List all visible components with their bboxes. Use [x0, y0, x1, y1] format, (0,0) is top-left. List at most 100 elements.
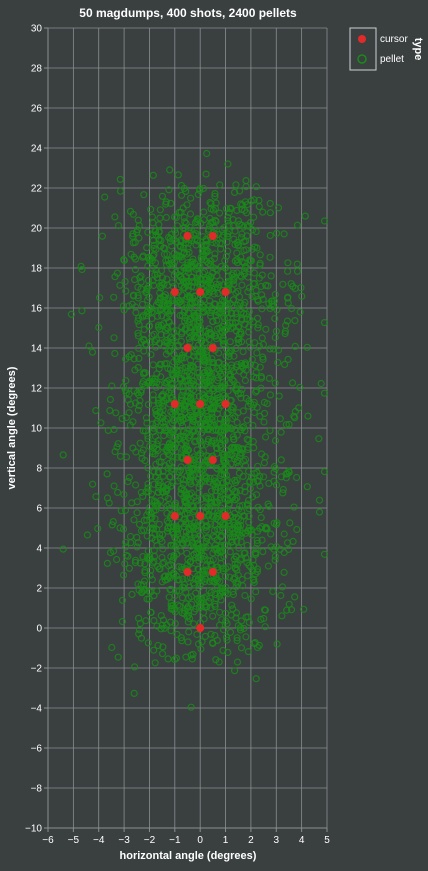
pellet-point — [203, 522, 211, 530]
pellet-point — [197, 645, 205, 653]
pellet-point — [214, 384, 222, 393]
pellet-point — [261, 623, 269, 631]
pellet-point — [225, 349, 233, 357]
pellet-point — [227, 204, 235, 213]
pellet-point — [293, 267, 302, 275]
pellet-point — [160, 280, 168, 288]
pellet-point — [205, 369, 214, 377]
pellet-point — [232, 344, 240, 352]
pellet-point — [184, 245, 192, 253]
pellet-point — [150, 646, 158, 654]
pellet-point — [133, 543, 141, 551]
pellet-point — [284, 294, 292, 302]
pellet-point — [220, 457, 228, 465]
pellet-point — [213, 316, 221, 324]
pellet-point — [142, 312, 150, 320]
pellet-point — [234, 505, 243, 514]
pellet-point — [265, 502, 273, 510]
pellet-point — [159, 643, 167, 651]
pellet-point — [247, 218, 255, 226]
pellet-point — [245, 518, 253, 526]
pellet-point — [182, 518, 190, 526]
x-tick-label: 1 — [223, 835, 229, 846]
pellet-point — [159, 545, 167, 553]
pellet-point — [180, 213, 188, 221]
pellet-point — [179, 575, 187, 583]
pellet-point — [243, 541, 251, 549]
y-tick-label: 10 — [31, 424, 43, 435]
pellet-point — [238, 445, 246, 453]
pellet-point — [228, 364, 236, 372]
pellet-point — [250, 444, 258, 452]
pellet-point — [234, 217, 243, 225]
pellet-point — [242, 209, 251, 217]
pellet-point — [202, 170, 210, 178]
pellet-point — [193, 446, 201, 454]
pellet-point — [170, 569, 178, 577]
pellet-point — [238, 230, 246, 238]
pellet-point — [179, 387, 187, 395]
pellet-point — [136, 439, 144, 447]
pellet-point — [209, 549, 217, 557]
pellet-point — [131, 663, 139, 671]
pellet-point — [149, 559, 157, 567]
pellet-point — [154, 312, 162, 320]
pellet-point — [240, 223, 248, 231]
pellet-point — [271, 290, 279, 299]
pellet-point — [216, 577, 224, 586]
pellet-point — [235, 339, 243, 347]
pellet-point — [212, 486, 220, 494]
pellet-point — [278, 583, 287, 591]
pellet-point — [161, 291, 169, 299]
pellet-point — [284, 259, 292, 267]
pellet-point — [247, 256, 255, 265]
pellet-point — [235, 544, 243, 552]
pellet-point — [243, 416, 251, 424]
pellet-point — [145, 379, 153, 387]
pellet-point — [227, 406, 235, 414]
pellet-point — [259, 547, 267, 556]
pellet-point — [117, 507, 125, 515]
pellet-point — [256, 412, 264, 420]
pellet-point — [229, 590, 238, 599]
pellet-point — [147, 205, 155, 213]
pellet-point — [119, 525, 128, 533]
pellet-point — [212, 464, 221, 472]
pellet-point — [175, 252, 183, 260]
pellet-point — [144, 480, 152, 488]
pellet-point — [260, 473, 268, 481]
pellet-point — [184, 397, 192, 405]
pellet-point — [154, 641, 162, 650]
x-tick-label: −6 — [42, 835, 54, 846]
pellet-point — [188, 522, 196, 530]
pellet-point — [233, 476, 241, 484]
pellet-point — [223, 636, 231, 644]
cursor-point — [183, 344, 192, 352]
pellet-point — [205, 510, 213, 519]
y-tick-label: 30 — [31, 24, 43, 35]
pellet-point — [205, 335, 213, 344]
pellet-point — [208, 502, 216, 510]
pellet-point — [293, 525, 301, 534]
pellet-point — [242, 554, 250, 562]
pellet-point — [143, 554, 151, 562]
pellet-point — [171, 591, 179, 600]
pellet-point — [238, 385, 246, 393]
pellet-point — [224, 272, 232, 281]
pellet-point — [252, 491, 261, 499]
pellet-point — [122, 413, 130, 422]
pellet-point — [144, 484, 152, 492]
pellet-point — [199, 184, 208, 193]
pellet-point — [195, 369, 203, 377]
pellet-point — [232, 583, 240, 591]
pellet-point — [219, 626, 228, 634]
pellet-point — [158, 537, 166, 546]
pellet-point — [147, 608, 155, 617]
pellet-point — [153, 499, 161, 507]
y-tick-label: 0 — [36, 624, 42, 635]
pellet-point — [233, 431, 241, 439]
pellet-point — [214, 289, 222, 297]
x-tick-label: −5 — [68, 835, 80, 846]
pellet-point — [188, 539, 197, 547]
pellet-point — [276, 415, 284, 423]
